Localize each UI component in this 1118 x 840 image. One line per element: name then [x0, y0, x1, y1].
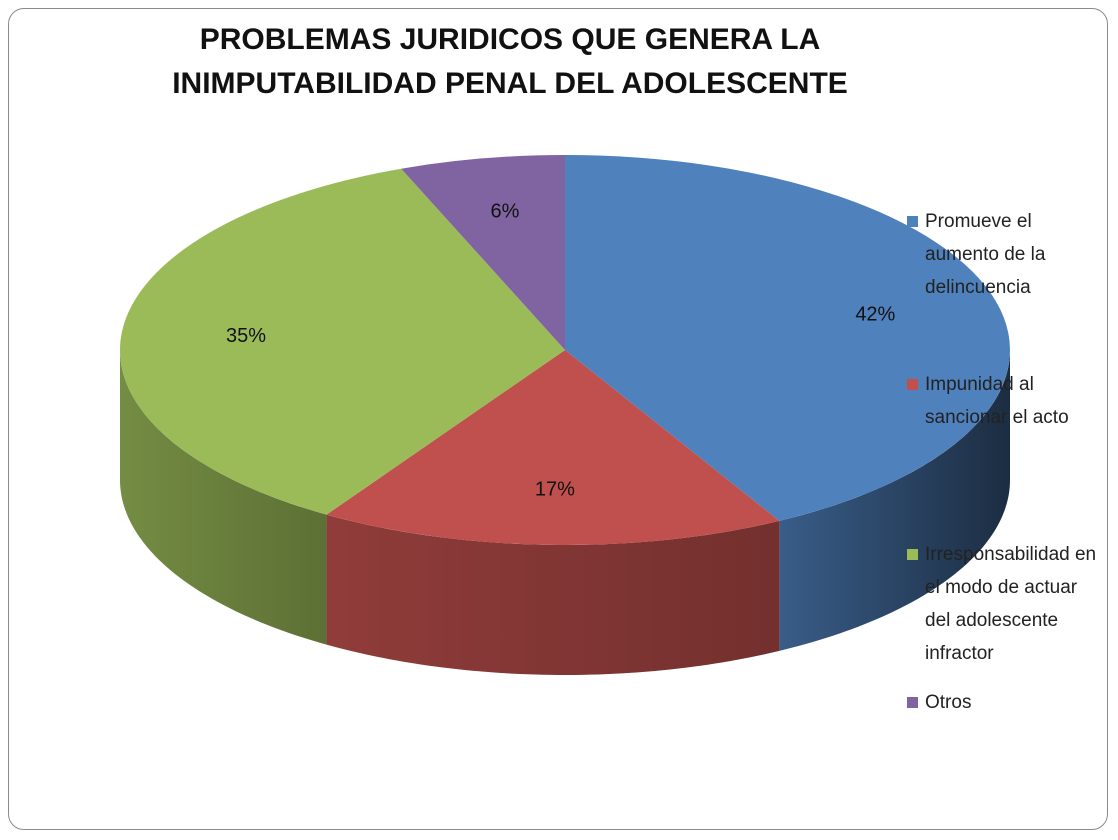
slice [326, 350, 780, 545]
slice [120, 168, 565, 515]
legend-swatch [907, 216, 918, 227]
chart-border [8, 8, 1108, 830]
legend-swatch [907, 379, 918, 390]
legend-item: Promueve el aumento de la delincuencia [907, 205, 1107, 304]
legend-item: Irresponsabilidad en el modo de actuar d… [907, 538, 1107, 670]
legend-label: Irresponsabilidad en el modo de actuar d… [925, 544, 1097, 664]
data-label: 6% [491, 200, 520, 222]
data-label: 42% [855, 303, 895, 325]
legend-swatch [907, 549, 918, 560]
data-label: 35% [226, 325, 266, 347]
legend-label: Impunidad al sancionar el acto [925, 374, 1069, 428]
legend-label: Otros [925, 692, 972, 713]
legend-label: Promueve el aumento de la delincuencia [925, 211, 1046, 298]
legend-item: Otros [907, 686, 1107, 719]
slice [565, 155, 1010, 521]
slice-side [120, 350, 327, 645]
legend-swatch [907, 697, 918, 708]
slice-side [779, 350, 1010, 651]
slice-side [326, 514, 780, 675]
legend-item: Impunidad al sancionar el acto [907, 368, 1107, 434]
slice [401, 155, 565, 350]
chart-title: PROBLEMAS JURIDICOS QUE GENERA LA INIMPU… [172, 23, 848, 100]
data-label: 17% [535, 479, 575, 501]
